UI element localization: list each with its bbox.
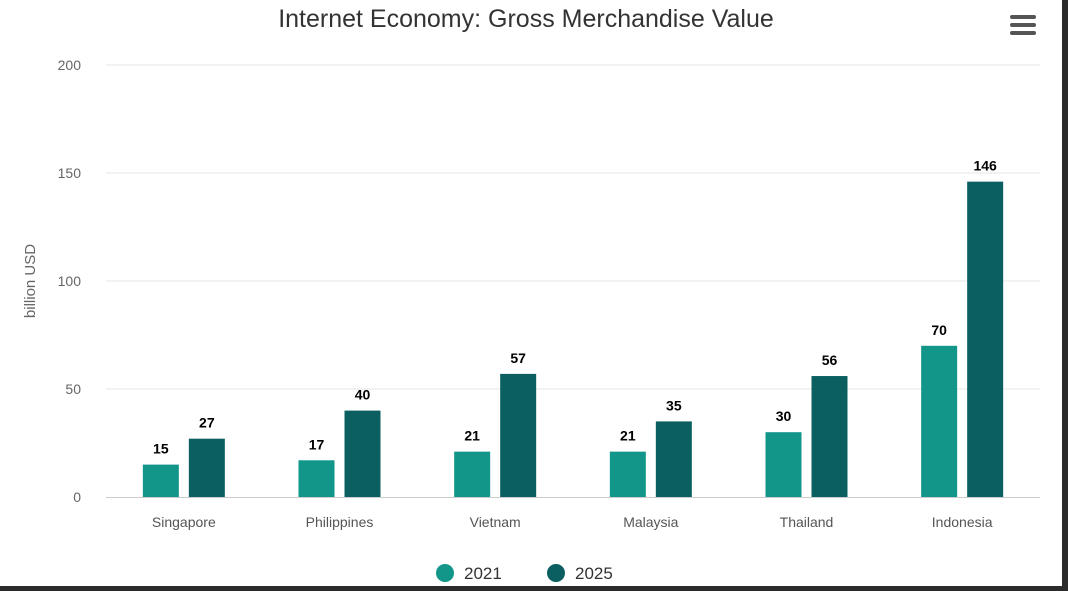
bar-2025[interactable] bbox=[811, 376, 848, 497]
legend-symbol bbox=[436, 564, 454, 582]
x-category-label: Thailand bbox=[780, 514, 834, 530]
x-category-label: Singapore bbox=[152, 514, 216, 530]
x-axis-categories: Singapore Philippines Vietnam Malaysia Thail… bbox=[152, 514, 993, 530]
bar-2021[interactable] bbox=[298, 460, 335, 497]
legend-item-2021[interactable]: 2021 bbox=[436, 564, 502, 583]
grid-lines bbox=[106, 64, 1040, 390]
y-tick-label: 150 bbox=[58, 165, 82, 181]
x-category-label: Indonesia bbox=[932, 514, 993, 530]
data-label: 35 bbox=[666, 397, 682, 413]
bar-2025[interactable] bbox=[500, 373, 537, 497]
legend-label: 2025 bbox=[575, 564, 613, 583]
data-label: 57 bbox=[510, 350, 526, 366]
bar-2021[interactable] bbox=[921, 345, 958, 497]
data-label: 21 bbox=[620, 428, 636, 444]
x-category-label: Vietnam bbox=[470, 514, 521, 530]
bar-2025[interactable] bbox=[344, 410, 381, 497]
y-axis-title: billion USD bbox=[22, 244, 39, 318]
bar-2025[interactable] bbox=[967, 181, 1004, 497]
data-label: 56 bbox=[822, 352, 838, 368]
data-label: 17 bbox=[309, 436, 325, 452]
legend: 2021 2025 bbox=[436, 564, 613, 583]
data-label: 30 bbox=[776, 408, 792, 424]
data-label: 40 bbox=[355, 387, 371, 403]
y-tick-label: 0 bbox=[73, 489, 81, 505]
y-axis-ticks: 0 50 100 150 200 bbox=[58, 57, 82, 505]
bar-2021[interactable] bbox=[454, 451, 491, 497]
chart-title: Internet Economy: Gross Merchandise Valu… bbox=[278, 5, 774, 33]
bars bbox=[142, 181, 1004, 497]
data-labels: 15 27 17 40 21 57 21 35 30 56 70 146 bbox=[153, 158, 997, 457]
x-category-label: Philippines bbox=[306, 514, 374, 530]
data-label: 27 bbox=[199, 415, 215, 431]
bar-2021[interactable] bbox=[765, 432, 802, 497]
data-label: 15 bbox=[153, 441, 169, 457]
y-tick-label: 50 bbox=[65, 381, 81, 397]
data-label: 70 bbox=[931, 322, 947, 338]
bar-2025[interactable] bbox=[188, 438, 225, 497]
y-tick-label: 100 bbox=[58, 273, 82, 289]
data-label: 21 bbox=[464, 428, 480, 444]
legend-item-2025[interactable]: 2025 bbox=[547, 564, 613, 583]
data-label: 146 bbox=[973, 158, 997, 174]
y-tick-label: 200 bbox=[58, 57, 82, 73]
bar-2021[interactable] bbox=[609, 451, 646, 497]
legend-symbol bbox=[547, 564, 565, 582]
hamburger-menu-icon[interactable] bbox=[1004, 8, 1038, 42]
x-category-label: Malaysia bbox=[623, 514, 678, 530]
bar-2021[interactable] bbox=[142, 464, 179, 497]
bar-2025[interactable] bbox=[655, 421, 692, 497]
legend-label: 2021 bbox=[464, 564, 502, 583]
